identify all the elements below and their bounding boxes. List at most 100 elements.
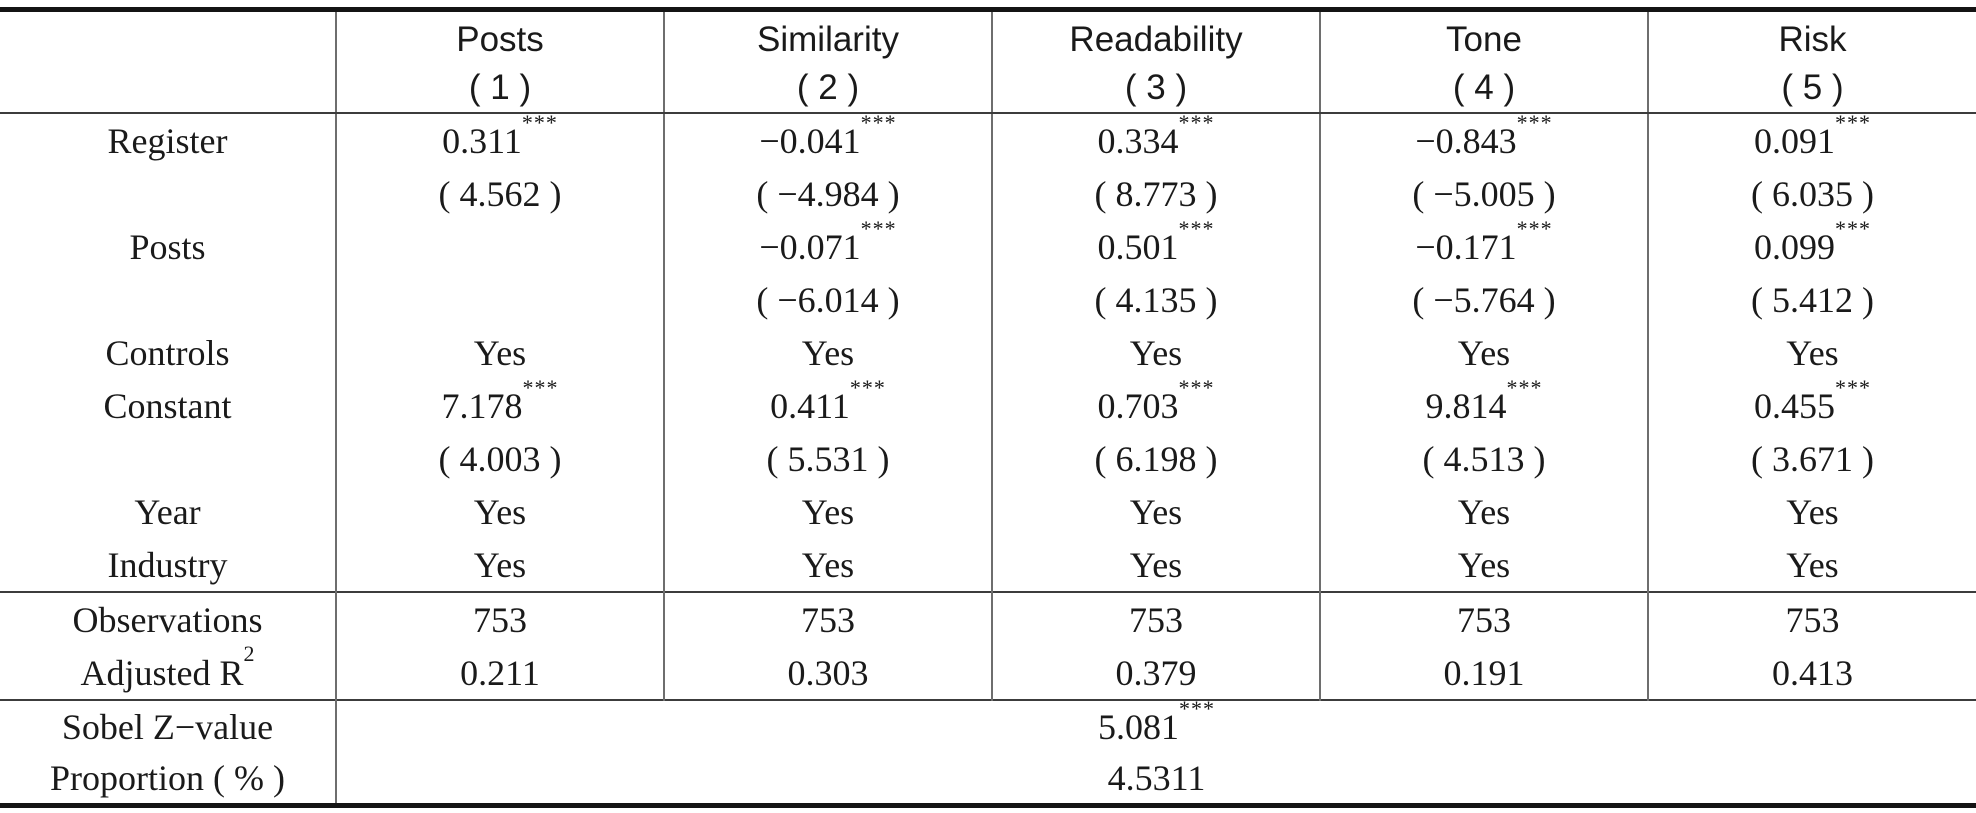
cell: Yes <box>1647 326 1976 379</box>
row-label-text: Observations <box>72 599 263 640</box>
cell: 7.178*** <box>335 376 664 432</box>
cell: 0.413 <box>1647 646 1976 700</box>
significance-stars: *** <box>1516 215 1553 241</box>
cell-value: 0.411 <box>770 385 850 426</box>
cell: Yes <box>1319 326 1648 379</box>
cell: 753 <box>1647 591 1976 646</box>
cell-value: ( −5.764 ) <box>1412 279 1556 320</box>
cell: −0.843*** <box>1319 109 1648 167</box>
cell: ( 4.135 ) <box>991 273 1320 326</box>
significance-stars: *** <box>1516 109 1553 135</box>
cell: Yes <box>335 485 664 538</box>
row-label-year: Year <box>0 485 336 538</box>
row-label-register: Register <box>0 113 336 167</box>
row-label-industry: Industry <box>0 538 336 592</box>
row-label-empty <box>0 167 336 220</box>
table-row-observations: Observations 753 753 753 753 753 <box>0 591 1976 646</box>
cell-value: 0.311 <box>442 120 522 161</box>
cell-value: ( 4.513 ) <box>1422 438 1546 479</box>
cell: ( −5.764 ) <box>1319 273 1648 326</box>
cell-value: ( 6.035 ) <box>1751 173 1874 214</box>
cell-value: 753 <box>473 599 527 640</box>
cell-value: 753 <box>1457 599 1511 640</box>
column-header-risk: Risk ( 5 ) <box>1647 9 1976 114</box>
significance-stars: *** <box>1178 374 1215 400</box>
cell: Yes <box>991 326 1320 379</box>
row-label-text: Year <box>134 491 201 532</box>
cell-value: Yes <box>1786 332 1839 373</box>
row-label-empty <box>0 432 336 485</box>
cell-value: Yes <box>1457 491 1511 532</box>
cell <box>335 220 664 273</box>
significance-stars: *** <box>1178 109 1215 135</box>
column-header-similarity: Similarity ( 2 ) <box>663 9 992 114</box>
cell-value: 0.334 <box>1097 120 1179 161</box>
cell: 0.311*** <box>335 109 664 167</box>
cell-value: ( −4.984 ) <box>756 173 900 214</box>
row-label-text: Proportion ( % ) <box>50 757 285 798</box>
cell-value: 7.178 <box>441 385 523 426</box>
cell-value: Yes <box>473 544 527 585</box>
cell-value: ( 5.412 ) <box>1751 279 1874 320</box>
cell: ( 4.562 ) <box>335 167 664 220</box>
cell: Yes <box>1319 485 1648 538</box>
cell: ( 8.773 ) <box>991 167 1320 220</box>
row-label-posts: Posts <box>0 220 336 273</box>
cell: Yes <box>1647 538 1976 592</box>
column-title: Readability <box>1069 20 1243 59</box>
cell-value: 0.413 <box>1772 652 1853 693</box>
cell-value: Yes <box>1786 491 1839 532</box>
cell: ( −6.014 ) <box>663 273 992 326</box>
table-row-year: Year Yes Yes Yes Yes Yes <box>0 485 1976 538</box>
cell-value: 0.703 <box>1097 385 1179 426</box>
table-row-register: Register 0.311*** −0.041*** 0.334*** −0.… <box>0 109 1976 167</box>
regression-table: Posts ( 1 ) Similarity ( 2 ) Readability… <box>0 7 1976 808</box>
cell: −0.071*** <box>663 217 992 273</box>
cell: Yes <box>991 538 1320 592</box>
row-label-text: Sobel Z−value <box>61 706 274 747</box>
row-label-text: Controls <box>105 332 230 373</box>
significance-stars: *** <box>849 374 886 400</box>
cell: 9.814*** <box>1319 376 1648 432</box>
header-empty-cell <box>0 9 336 114</box>
column-header-tone: Tone ( 4 ) <box>1319 9 1648 114</box>
cell-value: Yes <box>801 332 855 373</box>
table-row-industry: Industry Yes Yes Yes Yes Yes <box>0 538 1976 592</box>
column-number: ( 4 ) <box>1452 68 1516 107</box>
cell: ( −4.984 ) <box>663 167 992 220</box>
cell-value: Yes <box>473 491 527 532</box>
cell: Yes <box>1647 485 1976 538</box>
significance-stars: *** <box>1835 374 1871 400</box>
cell: 0.211 <box>335 646 664 700</box>
cell: Yes <box>663 326 992 379</box>
significance-stars: *** <box>860 109 897 135</box>
cell: 753 <box>1319 591 1648 646</box>
cell-value: ( −6.014 ) <box>756 279 900 320</box>
table-row-constant-tstat: ( 4.003 ) ( 5.531 ) ( 6.198 ) ( 4.513 ) … <box>0 432 1976 485</box>
cell-value: ( −5.005 ) <box>1412 173 1556 214</box>
cell: 0.091*** <box>1647 111 1976 167</box>
cell: ( 4.513 ) <box>1319 432 1648 485</box>
cell-value: Yes <box>1457 332 1511 373</box>
cell: 0.501*** <box>991 217 1320 273</box>
row-label-text: Register <box>107 120 228 161</box>
significance-stars: *** <box>1179 695 1215 721</box>
row-label-sobel: Sobel Z−value <box>0 699 336 752</box>
cell-value: 0.303 <box>787 652 869 693</box>
cell-value: 0.455 <box>1754 385 1835 426</box>
cell-value: ( 6.198 ) <box>1094 438 1218 479</box>
significance-stars: *** <box>521 109 558 135</box>
column-title: Posts <box>456 20 544 59</box>
cell-value: 753 <box>1129 599 1183 640</box>
cell: 0.334*** <box>991 109 1320 167</box>
cell-value: Yes <box>1129 544 1183 585</box>
cell: Yes <box>335 326 664 379</box>
table-row-controls: Controls Yes Yes Yes Yes Yes <box>0 326 1976 379</box>
row-label-text: Adjusted R <box>80 652 244 693</box>
header-row: Posts ( 1 ) Similarity ( 2 ) Readability… <box>0 9 1976 114</box>
cell-value: −0.843 <box>1415 120 1517 161</box>
row-label-adjusted-r2: Adjusted R2 <box>0 642 336 700</box>
cell-value: 4.5311 <box>1107 757 1206 798</box>
cell-value: Yes <box>1129 491 1183 532</box>
